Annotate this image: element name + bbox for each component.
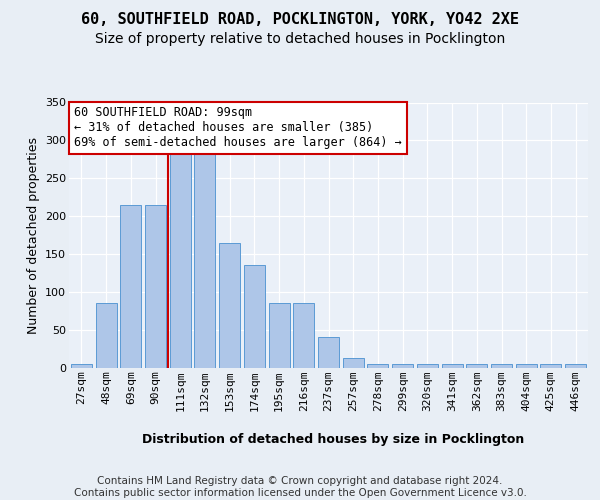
Y-axis label: Number of detached properties: Number of detached properties <box>26 136 40 334</box>
Bar <box>95 303 116 368</box>
Bar <box>392 364 413 368</box>
Bar <box>318 337 339 368</box>
Text: 60 SOUTHFIELD ROAD: 99sqm
← 31% of detached houses are smaller (385)
69% of semi: 60 SOUTHFIELD ROAD: 99sqm ← 31% of detac… <box>74 106 402 150</box>
Bar <box>367 364 388 368</box>
Text: Contains HM Land Registry data © Crown copyright and database right 2024.
Contai: Contains HM Land Registry data © Crown c… <box>74 476 526 498</box>
Bar <box>194 152 215 368</box>
Bar <box>293 303 314 368</box>
Bar <box>219 242 240 368</box>
Text: 60, SOUTHFIELD ROAD, POCKLINGTON, YORK, YO42 2XE: 60, SOUTHFIELD ROAD, POCKLINGTON, YORK, … <box>81 12 519 28</box>
Bar <box>466 364 487 368</box>
Text: Distribution of detached houses by size in Pocklington: Distribution of detached houses by size … <box>142 432 524 446</box>
Bar <box>491 364 512 368</box>
Bar <box>516 364 537 368</box>
Bar <box>244 266 265 368</box>
Bar <box>145 204 166 368</box>
Bar <box>417 364 438 368</box>
Bar <box>269 303 290 368</box>
Bar <box>565 364 586 368</box>
Bar <box>71 364 92 368</box>
Bar <box>442 364 463 368</box>
Bar <box>120 204 141 368</box>
Text: Size of property relative to detached houses in Pocklington: Size of property relative to detached ho… <box>95 32 505 46</box>
Bar <box>541 364 562 368</box>
Bar <box>170 152 191 368</box>
Bar <box>343 358 364 368</box>
